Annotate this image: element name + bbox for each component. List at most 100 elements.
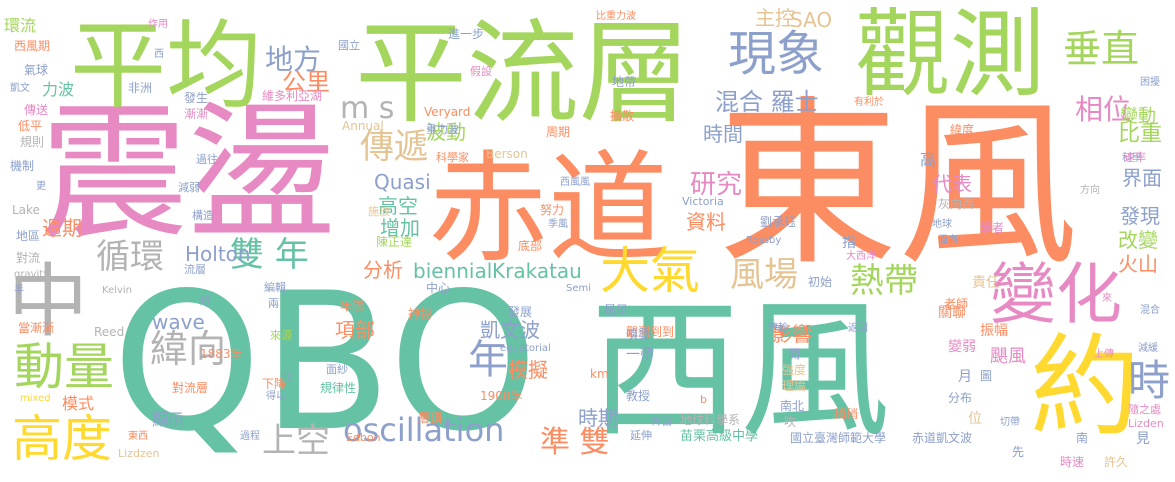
word-kaiwenbo: 凱文波	[480, 318, 540, 342]
word-yihuan: 環流	[4, 16, 37, 35]
word-pingliuceng: 平流層	[355, 9, 691, 139]
word-rossby: Rossby	[746, 235, 782, 246]
word-xifeng: 西風	[590, 284, 891, 458]
word-zhong: 中	[8, 255, 88, 348]
word-hunhe: 混合	[1140, 305, 1160, 316]
word-huoshan: 火山	[1118, 252, 1158, 276]
word-dechao: 得以	[266, 391, 286, 402]
word-yanjiu: 研究	[690, 170, 743, 200]
word-fasheng: 發生	[184, 91, 209, 105]
word-gaodu: 高度	[12, 410, 112, 468]
word-lilun: 理論	[782, 379, 807, 393]
word-dibu: 底部	[518, 239, 543, 253]
word-zhendang: 震盪	[40, 88, 336, 260]
word-bodong: 波動	[426, 120, 466, 144]
word-bianruo: 變弱	[948, 339, 976, 355]
word-nianji: 年際	[340, 299, 365, 313]
word-jiyi: 1908年	[480, 389, 523, 403]
word-xian: 先	[1012, 445, 1025, 459]
word-reed: Reed	[94, 325, 125, 339]
word-shangchuan: 上傳	[1094, 349, 1114, 360]
word-biennial: biennial	[413, 259, 493, 283]
word-guilvxing: 規律性	[320, 381, 357, 395]
word-jiaoshou: 教授	[626, 389, 651, 403]
word-mianxiang: 面向	[938, 235, 958, 246]
word-xiangbu: 項部	[335, 318, 375, 342]
word-xifengfeng: 西風風	[560, 177, 590, 188]
word-lai: 來	[1102, 293, 1112, 304]
word-liboa: 力波	[42, 80, 75, 99]
word-kuosan: 擴散	[610, 109, 635, 123]
word-chui: 吹	[784, 415, 797, 429]
word-shiqi: 時期	[578, 406, 618, 430]
word-suizhi: 隨之處	[1128, 403, 1161, 416]
word-geng: 更	[36, 181, 46, 192]
word-xiajiang: 下降	[262, 377, 287, 391]
word-shangkong: 上空	[262, 421, 330, 461]
word-hunheluoshi: 混合 羅士	[715, 88, 819, 116]
word-zhouqi: 週期	[42, 216, 82, 240]
word-dongfeng: 東風	[718, 81, 1079, 290]
word-guanlian: 關聯	[938, 305, 966, 321]
word-shisu: 時速	[1060, 455, 1085, 469]
word-kexue: 科學	[1122, 153, 1142, 164]
word-semi: Semi	[566, 283, 592, 294]
word-guoli2: 國立	[338, 39, 360, 52]
word-guoli: 國立臺灣師範大學	[790, 431, 887, 445]
word-gongli: 公里	[282, 68, 330, 96]
word-jianruo2: 減緩	[1138, 343, 1158, 354]
word-chuansong: 傳送	[24, 103, 49, 117]
word-kelvin: Kelvin	[102, 285, 133, 296]
word-nuli: 努力	[540, 203, 565, 217]
word-dongxi: 東西	[128, 431, 148, 442]
word-pentfa: 噴發	[626, 327, 651, 341]
word-gaibian: 改變	[1118, 228, 1158, 252]
word-jufeng: 颶風	[990, 346, 1026, 367]
word-biandong: 變動	[1120, 106, 1156, 127]
word-bianji: 編輯	[264, 281, 286, 294]
word-victoria: Victoria	[682, 195, 724, 208]
word-chuci: 初始	[808, 275, 833, 289]
word-qiqiu: 氣球	[24, 63, 49, 77]
word-bianhua: 變化	[990, 256, 1122, 333]
word-miaoli: 苗栗高級中學	[680, 429, 759, 444]
word-zhongxin: 中心	[426, 281, 451, 295]
word-liu: 劉承珏	[760, 215, 797, 229]
word-gouzao: 構造	[192, 209, 214, 222]
word-guocheng: 過程	[240, 431, 260, 442]
word-duiliu: 對流	[16, 251, 41, 265]
word-weixiang: 緯向	[150, 327, 227, 371]
word-diqiukexuexi: 地球科學系	[680, 413, 741, 427]
word-bodong2: 波向	[954, 107, 974, 118]
word-dili: 地球	[932, 219, 952, 230]
word-wei: 位	[968, 411, 982, 427]
word-lizden2: Lizden	[1128, 417, 1164, 430]
word-zhunshuang: 準 雙	[540, 425, 610, 460]
word-mixed: mixed	[20, 393, 51, 404]
word-jinyibu: 進一步	[448, 27, 485, 41]
word-b: b	[700, 393, 707, 406]
word-yue2: 月	[958, 369, 972, 385]
word-zhenfu: 振幅	[980, 323, 1008, 339]
word-fenxi: 分析	[363, 258, 403, 282]
word-chidao: 赤道	[428, 140, 668, 279]
word-quasi: Quasi	[374, 170, 431, 194]
word-jizhi: 機制	[10, 159, 35, 173]
word-redai: 熱帶	[850, 261, 918, 301]
word-xunhuan: 循環	[96, 237, 164, 277]
word-duan: 短	[200, 297, 210, 308]
word-holton: Holton	[185, 242, 251, 266]
word-fanhui: 返回	[848, 323, 868, 334]
word-jiashe: 假設	[470, 65, 492, 78]
word-mianzhe: 面紗	[326, 363, 348, 376]
word-kexuejia: 科學家	[436, 151, 469, 164]
word-faxian: 發現	[1120, 204, 1160, 228]
word-daqi: 大氣	[600, 242, 700, 300]
word-equatorial: equatorial	[500, 343, 551, 354]
word-nanbei: 南北	[780, 399, 805, 413]
word-zengjia: 增加	[380, 216, 420, 240]
word-jiemian: 界面	[1122, 166, 1162, 190]
word-xujiu: 許久	[1104, 455, 1129, 469]
word-sulv: 速率	[1124, 151, 1146, 164]
word-daibiao: 代表	[932, 172, 972, 196]
